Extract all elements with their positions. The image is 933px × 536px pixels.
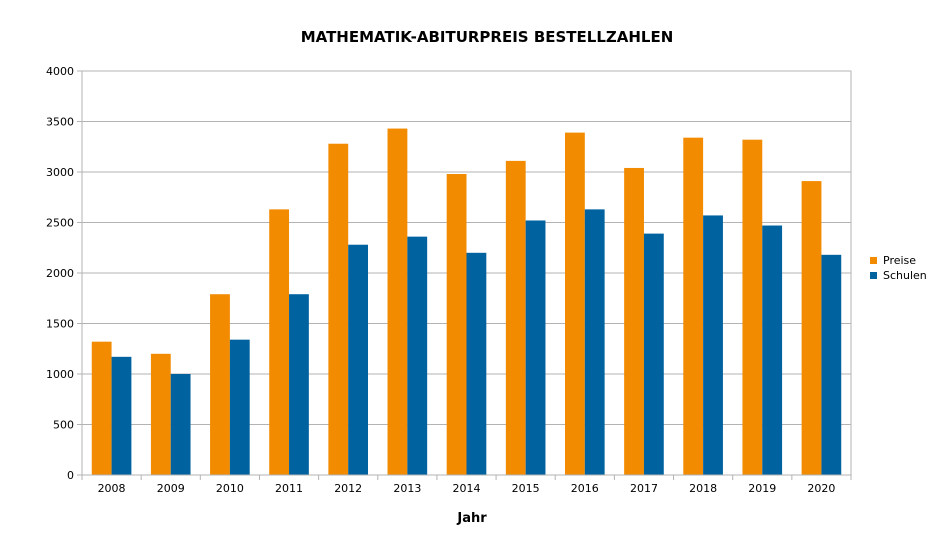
x-tick-label: 2009 [157,482,185,495]
y-tick-labels: 0 500 1000 1500 2000 2500 3000 3500 4000 [46,65,74,482]
x-tick-label: 2019 [748,482,776,495]
bar-preise-2014 [446,174,467,475]
bar-preise-2016 [564,132,585,476]
bar-schulen-2016 [584,209,605,475]
x-tick-label: 2015 [512,482,540,495]
x-tick-label: 2010 [216,482,244,495]
bar-preise-2012 [328,143,349,475]
legend-swatch-preise [870,257,877,264]
bar-schulen-2013 [407,236,428,475]
x-tick-label: 2014 [453,482,481,495]
bar-preise-2018 [683,137,704,475]
bar-schulen-2020 [821,254,842,475]
bar-schulen-2008 [111,356,132,475]
bar-preise-2017 [624,167,644,475]
bar-preise-2020 [801,181,822,475]
y-tick-label: 3000 [46,166,74,179]
y-tick-label: 1500 [46,318,74,331]
bar-schulen-2015 [525,220,546,475]
bar-schulen-2009 [170,374,191,475]
bar-schulen-2017 [643,233,664,475]
legend-swatch-schulen [870,272,877,279]
bar-preise-2013 [387,128,408,475]
bar-schulen-2014 [466,252,487,475]
y-tick-label: 2000 [46,267,74,280]
bar-schulen-2019 [762,225,783,475]
y-tick-label: 500 [53,419,74,432]
y-tick-label: 1000 [46,368,74,381]
x-tick-label: 2017 [630,482,658,495]
legend: Preise Schulen [870,254,927,282]
axes [81,70,852,480]
y-tick-label: 0 [67,469,74,482]
bar-preise-2011 [269,209,290,475]
bar-schulen-2012 [348,244,369,475]
x-tick-label: 2018 [689,482,717,495]
x-axis-label: Jahr [456,511,487,526]
chart-title: MATHEMATIK-ABITURPREIS BESTELLZAHLEN [301,28,674,46]
x-tick-label: 2013 [393,482,421,495]
legend-label-preise: Preise [883,254,916,267]
legend-label-schulen: Schulen [883,269,927,282]
bar-schulen-2011 [289,294,309,475]
y-tick-label: 3500 [46,116,74,129]
bar-preise-2015 [505,160,526,475]
bar-preise-2008 [91,341,112,475]
bar-preise-2019 [742,139,763,475]
bar-schulen-2010 [229,339,250,475]
x-tick-label: 2008 [98,482,126,495]
x-tick-label: 2016 [571,482,599,495]
plot-frame [81,70,852,476]
bar-schulen-2018 [703,215,723,475]
y-tick-label: 4000 [46,65,74,78]
y-tick-label: 2500 [46,217,74,230]
bar-preise-2010 [210,294,230,475]
bars [91,128,842,476]
x-tick-label: 2020 [807,482,835,495]
x-tick-label: 2011 [275,482,303,495]
bar-preise-2009 [150,353,171,475]
x-tick-label: 2012 [334,482,362,495]
x-tick-labels: 2008 2009 2010 2011 2012 2013 2014 2015 2016 2017… [98,482,836,495]
